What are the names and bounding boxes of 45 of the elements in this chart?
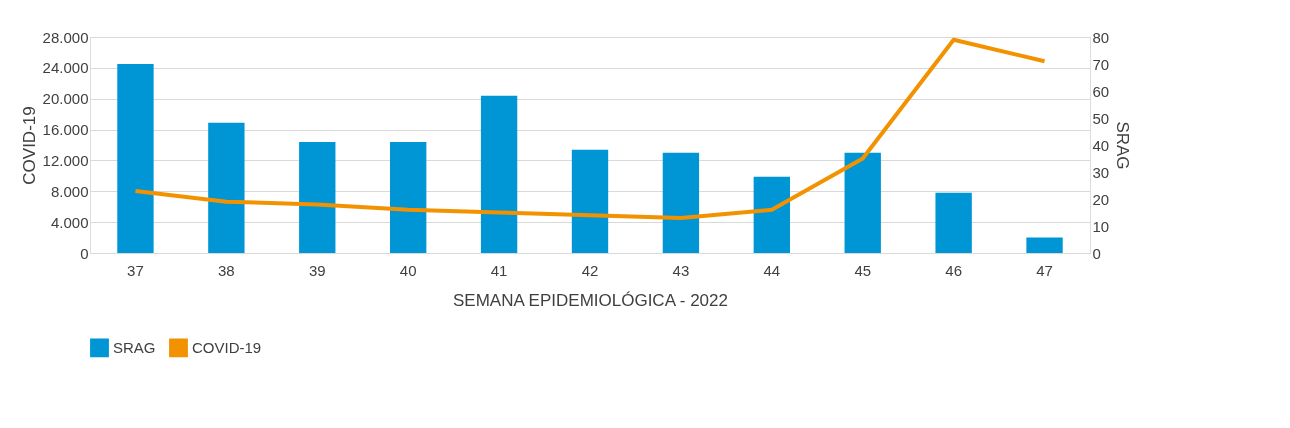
y2-tick-label: 0 bbox=[1092, 244, 1101, 262]
legend-label: COVID-19 bbox=[192, 338, 262, 356]
y-tick-label: 0 bbox=[80, 244, 89, 262]
bar bbox=[390, 141, 427, 253]
legend-label: SRAG bbox=[113, 338, 156, 356]
bar bbox=[208, 122, 245, 253]
y-tick-label: 4.000 bbox=[50, 213, 89, 231]
bar bbox=[1026, 237, 1063, 253]
y2-tick-label: 50 bbox=[1092, 109, 1110, 127]
y2-tick-label: 70 bbox=[1092, 55, 1110, 73]
bar bbox=[480, 95, 518, 253]
y-tick-label: 12.000 bbox=[42, 151, 89, 169]
y-tick-label: 8.000 bbox=[50, 182, 89, 200]
y-tick-label: 16.000 bbox=[42, 121, 89, 139]
y2-tick-label: 30 bbox=[1092, 163, 1110, 181]
y2-tick-label: 80 bbox=[1092, 28, 1110, 46]
y-tick-label: 24.000 bbox=[42, 59, 89, 77]
x-tick-label: 38 bbox=[218, 261, 235, 279]
bar bbox=[117, 64, 154, 253]
bar bbox=[299, 141, 336, 253]
x-tick-label: 46 bbox=[945, 261, 962, 279]
x-tick-label: 47 bbox=[1036, 261, 1053, 279]
y2-tick-label: 40 bbox=[1092, 136, 1110, 154]
x-tick-label: 39 bbox=[308, 261, 326, 279]
y2-axis-title: SRAG bbox=[1113, 121, 1133, 170]
line-series bbox=[133, 37, 1047, 220]
x-tick-label: 40 bbox=[399, 261, 417, 279]
y-axis-title: COVID-19 bbox=[19, 106, 39, 185]
x-tick-label: 45 bbox=[854, 261, 872, 279]
bar bbox=[753, 176, 790, 253]
x-axis-title: SEMANA EPIDEMIOLÓGICA - 2022 bbox=[453, 290, 728, 310]
y-tick-label: 20.000 bbox=[42, 90, 89, 108]
y-tick-label: 28.000 bbox=[42, 28, 89, 46]
x-tick-label: 43 bbox=[672, 261, 690, 279]
bar bbox=[662, 152, 700, 253]
x-tick-label: 37 bbox=[127, 261, 144, 279]
y2-tick-label: 20 bbox=[1092, 190, 1110, 208]
bar bbox=[935, 192, 972, 253]
x-tick-label: 44 bbox=[763, 261, 781, 279]
x-tick-label: 41 bbox=[490, 261, 508, 279]
bar bbox=[844, 152, 881, 253]
y2-tick-label: 60 bbox=[1092, 82, 1110, 100]
y2-tick-label: 10 bbox=[1092, 217, 1110, 235]
x-tick-label: 42 bbox=[581, 261, 599, 279]
bar bbox=[571, 149, 609, 253]
